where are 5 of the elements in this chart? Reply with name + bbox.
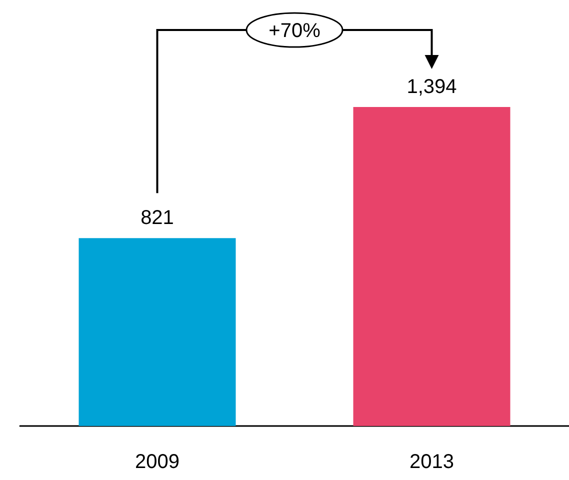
- x-tick-label: 2013: [410, 451, 454, 473]
- data-label: 821: [140, 207, 174, 230]
- x-tick-label: 2009: [135, 451, 180, 473]
- data-label: 1,394: [406, 76, 457, 98]
- text: +70%: [268, 20, 321, 42]
